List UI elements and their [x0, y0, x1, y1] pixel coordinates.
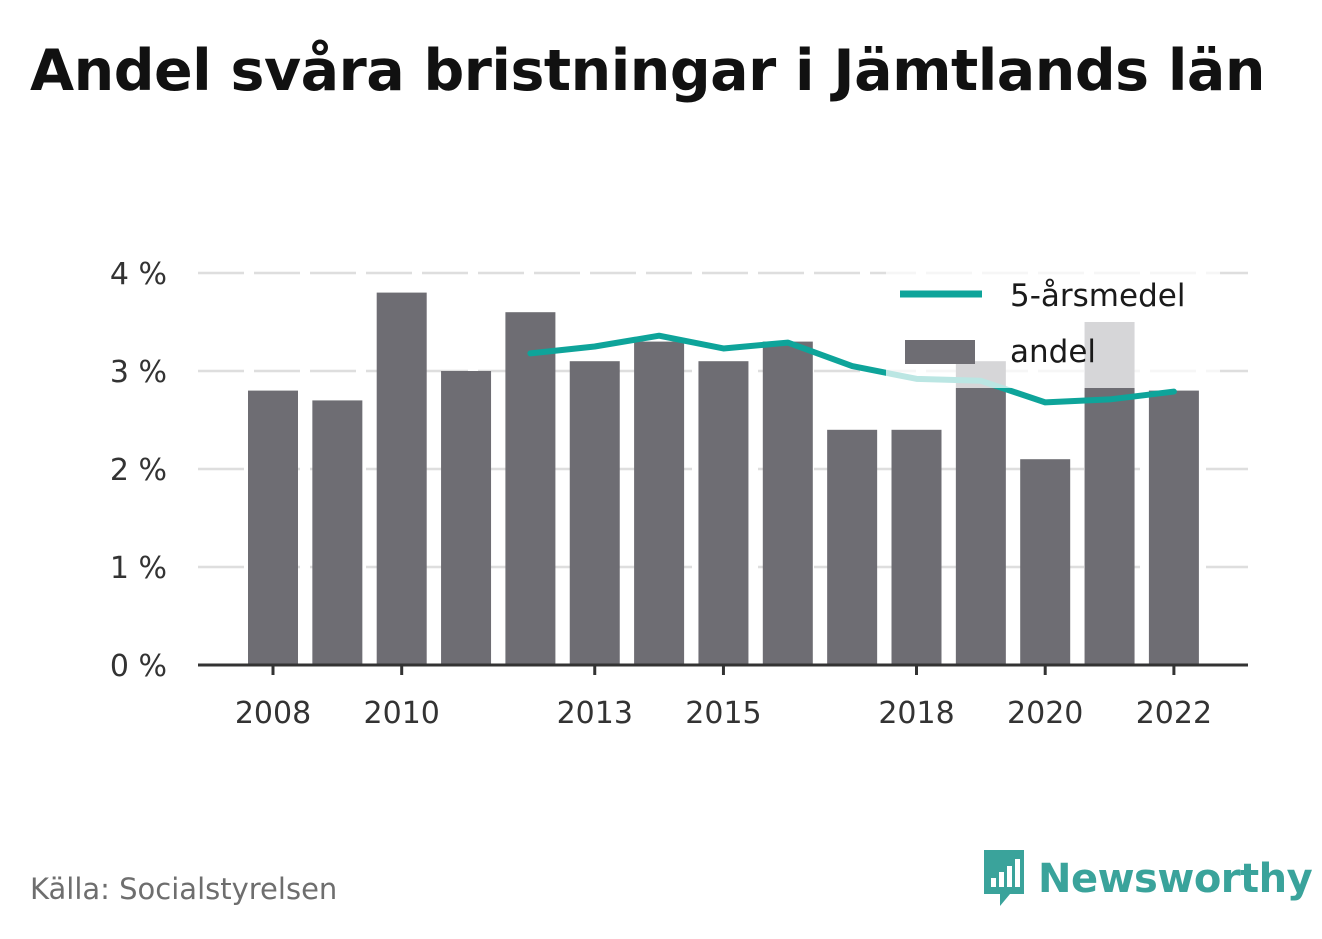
- x-tick-label: 2022: [1136, 696, 1212, 731]
- legend-background: [886, 268, 1220, 388]
- brand-logo: Newsworthy: [980, 848, 1313, 910]
- legend: 5-årsmedel andel: [886, 268, 1220, 388]
- bar-2022: [1148, 390, 1199, 665]
- x-tick-label: 2018: [878, 696, 954, 731]
- x-tick-label: 2008: [235, 696, 311, 731]
- bar-2010: [376, 292, 427, 665]
- legend-swatch-bar: [905, 340, 975, 364]
- x-tick-label: 2010: [364, 696, 440, 731]
- bar-2017: [827, 429, 878, 665]
- bar-2014: [634, 341, 685, 665]
- chart-title: Andel svåra bristningar i Jämtlands län: [30, 38, 1265, 104]
- line-series-5-arsmedel: [527, 332, 1177, 406]
- y-tick-label: 1 %: [110, 551, 167, 586]
- bar-series-andel: [248, 292, 1199, 665]
- x-tick-label: 2013: [557, 696, 633, 731]
- bar-2011: [441, 371, 492, 665]
- line-5-arsmedel: [527, 332, 1177, 406]
- legend-label-line: 5-årsmedel: [1010, 278, 1185, 314]
- bar-2009: [312, 400, 363, 665]
- y-tick-label: 3 %: [110, 355, 167, 390]
- y-tick-label: 0 %: [110, 649, 167, 684]
- source-note: Källa: Socialstyrelsen: [30, 872, 338, 906]
- bar-2012: [505, 312, 556, 665]
- newsworthy-logo-icon: [984, 850, 1024, 906]
- bar-2015: [698, 361, 749, 665]
- y-axis-tick-labels: 0 % 1 % 2 % 3 % 4 %: [110, 257, 167, 684]
- bar-2019: [955, 361, 1006, 665]
- brand-name: Newsworthy: [1038, 856, 1313, 902]
- y-tick-label: 2 %: [110, 453, 167, 488]
- legend-label-bar: andel: [1010, 334, 1096, 370]
- bar-2018: [891, 429, 942, 665]
- x-tick-label: 2015: [685, 696, 761, 731]
- x-axis: [198, 663, 1248, 675]
- x-axis-tick-labels: 2008 2010 2013 2015 2018 2020 2022: [235, 696, 1212, 731]
- bar-2020: [1020, 459, 1071, 665]
- bar-2016: [762, 341, 813, 665]
- x-tick-label: 2020: [1007, 696, 1083, 731]
- y-tick-label: 4 %: [110, 257, 167, 292]
- bar-2008: [248, 390, 298, 665]
- bar-2013: [569, 361, 620, 665]
